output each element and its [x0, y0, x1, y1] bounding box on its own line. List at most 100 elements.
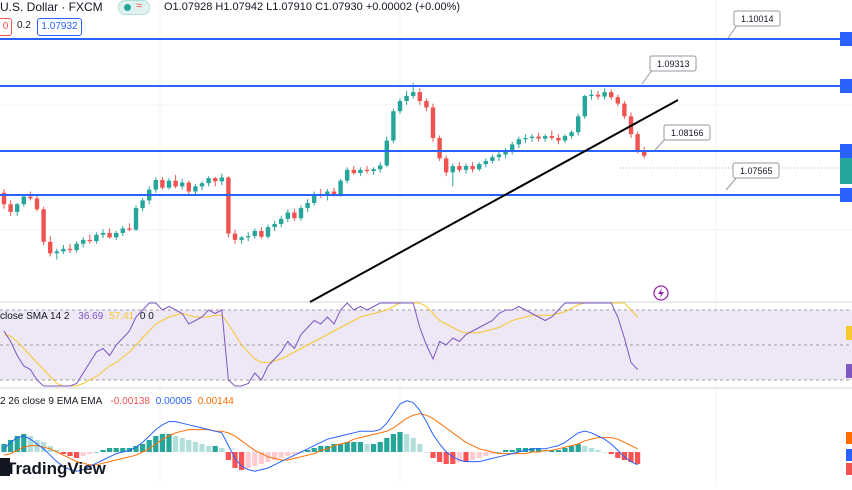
macd-histogram-bar — [232, 452, 238, 468]
spread-value: 0.2 — [17, 20, 31, 31]
callout-1.07565[interactable]: 1.07565 — [725, 162, 780, 191]
candle-body — [206, 178, 211, 184]
macd-histogram-bar — [113, 448, 119, 452]
candle-body — [523, 137, 528, 140]
price-tag-level-1 — [840, 32, 852, 46]
candle-body — [516, 139, 521, 145]
macd-histogram-bar — [390, 434, 396, 452]
candle-body — [94, 234, 99, 242]
candle-body — [404, 95, 409, 102]
candle-body — [457, 166, 462, 170]
macd-histogram-bar — [476, 452, 482, 458]
price-tag-level-3 — [840, 144, 852, 158]
candle-body — [213, 178, 218, 182]
macd-histogram-bar — [173, 436, 179, 452]
rsi-tag — [846, 364, 852, 378]
macd-tag — [846, 449, 852, 461]
symbol-title[interactable]: U.S. Dollar · FXCM — [0, 0, 103, 14]
macd-histogram-bar — [450, 452, 456, 464]
macd-histogram-bar — [562, 448, 568, 452]
candle-body — [81, 239, 86, 244]
macd-histogram-bar — [239, 452, 245, 470]
macd-title: 2 26 close 9 EMA EMA — [0, 396, 102, 407]
wave-icon: ≈ — [136, 0, 143, 12]
candle-body — [15, 204, 20, 212]
buy-box[interactable]: 1.07932 — [37, 18, 82, 36]
macd-histogram-bar — [67, 452, 73, 456]
macd-histogram-bar — [371, 444, 377, 452]
candle-body — [246, 236, 251, 238]
macd-histogram-bar — [575, 444, 581, 452]
macd-legend: 2 26 close 9 EMA EMA -0.00138 0.00005 0.… — [0, 396, 234, 407]
candlestick-series — [1, 83, 647, 260]
candle-body — [576, 116, 581, 133]
candle-body — [305, 202, 310, 209]
macd-histogram-bar — [555, 450, 561, 452]
macd-histogram-bar — [225, 452, 231, 460]
trendline[interactable] — [309, 99, 679, 303]
rsi-ma-line — [3, 302, 638, 387]
callout-1.10014[interactable]: 1.10014 — [727, 10, 781, 39]
macd-histogram-bar — [410, 438, 416, 452]
candle-body — [127, 228, 132, 230]
candle-body — [331, 191, 337, 195]
candle-body — [424, 101, 429, 108]
macd-histogram-bar — [351, 442, 357, 452]
lightning-icon[interactable] — [653, 285, 669, 301]
candle-body — [285, 212, 290, 219]
macd-histogram-bar — [608, 452, 614, 454]
macd-histogram-bar — [100, 450, 106, 452]
candle-body — [615, 97, 620, 104]
macd-histogram-bar — [272, 452, 278, 460]
macd-histogram-bar — [60, 452, 66, 454]
signal-tag — [846, 432, 852, 444]
macd-histogram-bar — [595, 450, 601, 452]
candle-body — [107, 232, 112, 238]
macd-histogram-bar — [93, 452, 99, 453]
candle-body — [41, 209, 46, 242]
callout-1.08166[interactable]: 1.08166 — [654, 124, 711, 151]
candle-body — [226, 177, 231, 234]
macd-histogram-bar — [344, 442, 350, 452]
candle-body — [54, 251, 59, 254]
macd-histogram-bar — [285, 452, 291, 456]
macd-histogram-bar — [397, 432, 403, 452]
rsi-extra: 0 0 — [139, 311, 154, 322]
candle-body — [292, 212, 297, 219]
candle-body — [193, 186, 198, 192]
callout-label: 1.08166 — [671, 128, 704, 138]
macd-histogram-bar — [14, 436, 20, 452]
macd-histogram-bar — [291, 452, 297, 454]
macd-histogram-bar — [615, 452, 621, 458]
macd-histogram-bar — [456, 452, 462, 462]
candle-body — [21, 196, 26, 205]
candle-body — [444, 158, 449, 173]
callout-1.09313[interactable]: 1.09313 — [641, 55, 697, 85]
candle-body — [34, 198, 40, 210]
candle-body — [239, 237, 244, 240]
market-status-badge[interactable]: ≈ — [118, 0, 150, 15]
macd-histogram-bar — [542, 450, 548, 452]
macd-hist-value: -0.00138 — [110, 396, 150, 407]
candle-body — [199, 183, 205, 187]
candle-body — [477, 164, 482, 170]
macd-histogram-bar — [529, 448, 535, 452]
candle-body — [298, 208, 304, 219]
candle-body — [358, 169, 363, 174]
sell-box[interactable]: 0 — [0, 18, 12, 36]
candle-body — [265, 227, 271, 237]
macd-histogram-bar — [80, 452, 86, 456]
macd-histogram-bar — [159, 434, 165, 452]
macd-histogram-bar — [582, 446, 588, 452]
macd-histogram-bar — [252, 452, 258, 466]
candle-body — [252, 230, 257, 237]
candle-body — [589, 94, 594, 96]
macd-histogram-bar — [437, 452, 443, 462]
macd-histogram-bar — [496, 452, 502, 453]
macd-histogram-bar — [483, 452, 489, 456]
price-tag-level-4 — [840, 188, 852, 202]
watermark-text: TradingView — [6, 459, 107, 478]
macd-histogram-bar — [338, 444, 344, 452]
